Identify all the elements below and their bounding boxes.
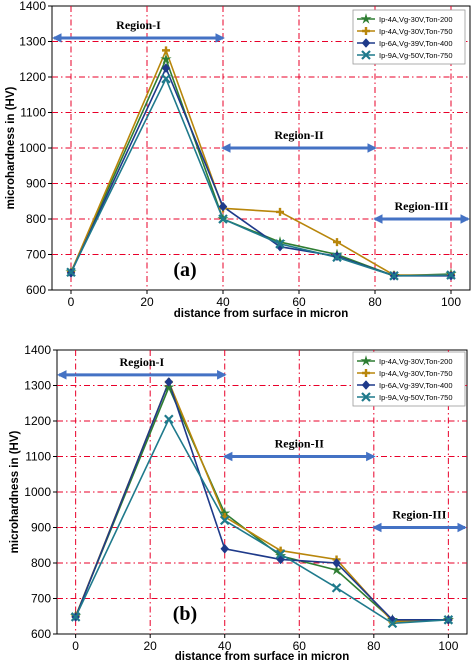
data-point bbox=[70, 612, 81, 622]
y-tick-label: 1100 bbox=[20, 106, 46, 120]
data-point bbox=[160, 53, 172, 65]
x-tick-label: 60 bbox=[293, 639, 307, 653]
x-tick-label: 100 bbox=[438, 639, 458, 653]
legend-marker bbox=[360, 13, 372, 24]
region-label: Region-III bbox=[392, 508, 446, 522]
legend-marker bbox=[362, 369, 370, 377]
data-point bbox=[275, 239, 285, 249]
legend-marker bbox=[361, 50, 371, 60]
legend-label: Ip-4A,Vg-30V,Ton-750 bbox=[379, 27, 453, 36]
legend-label: Ip-9A,Vg-50V,Ton-750 bbox=[379, 393, 453, 402]
chart-b: 0 20 40 60 80 100 600 700 800 900 1000 1100 1200 1300… bbox=[9, 343, 468, 663]
y-tick-label: 900 bbox=[26, 177, 46, 191]
legend-label: Ip-6A,Vg-39V,Ton-400 bbox=[379, 381, 453, 390]
y-tick-label: 1200 bbox=[24, 414, 51, 428]
y-tick-label: 700 bbox=[26, 248, 46, 262]
y-tick-label: 1100 bbox=[25, 450, 51, 464]
data-point bbox=[220, 543, 230, 554]
y-tick-label: 1400 bbox=[24, 343, 51, 357]
x-tick-label: 0 bbox=[68, 295, 75, 309]
x-axis-label: distance from surface in micron bbox=[175, 651, 349, 663]
data-point bbox=[446, 270, 456, 280]
data-point bbox=[443, 615, 454, 625]
y-tick-label: 900 bbox=[31, 521, 51, 535]
x-axis-label: distance from surface in micron bbox=[174, 308, 348, 320]
legend-label: Ip-9A,Vg-50V,Ton-750 bbox=[379, 51, 453, 60]
region-label: Region-I bbox=[116, 18, 161, 32]
data-point bbox=[164, 414, 174, 425]
data-point bbox=[332, 558, 341, 568]
data-point bbox=[331, 583, 342, 593]
panel-label: (a) bbox=[173, 259, 196, 281]
y-tick-label: 1300 bbox=[24, 379, 51, 393]
y-tick-label: 1400 bbox=[19, 0, 46, 13]
legend-marker bbox=[360, 355, 372, 366]
x-tick-label: 0 bbox=[72, 639, 79, 653]
x-tick-label: 20 bbox=[144, 639, 158, 653]
data-point bbox=[389, 271, 399, 281]
x-tick-label: 100 bbox=[441, 295, 461, 309]
x-tick-label: 80 bbox=[367, 639, 381, 653]
data-point bbox=[218, 214, 228, 224]
x-tick-label: 20 bbox=[140, 295, 154, 309]
legend-label: Ip-4A,Vg-30V,Ton-750 bbox=[379, 369, 453, 378]
data-point bbox=[333, 238, 341, 247]
legend-marker bbox=[362, 27, 370, 35]
data-point bbox=[66, 267, 76, 278]
region-label: Region-II bbox=[274, 128, 324, 142]
panel-label: (b) bbox=[173, 603, 197, 625]
data-point bbox=[330, 564, 343, 575]
x-tick-label: 40 bbox=[218, 639, 232, 653]
legend-marker bbox=[361, 392, 371, 402]
y-axis-label: microhardness in (HV) bbox=[9, 430, 21, 553]
data-point bbox=[218, 201, 228, 212]
legend-label: Ip-6A,Vg-39V,Ton-400 bbox=[379, 39, 453, 48]
y-tick-label: 1000 bbox=[24, 485, 51, 499]
y-tick-label: 800 bbox=[26, 212, 46, 226]
x-tick-label: 40 bbox=[216, 295, 230, 309]
legend-label: Ip-4A,Vg-30V,Ton-200 bbox=[379, 357, 453, 366]
legend-marker bbox=[361, 380, 371, 390]
region-label: Region-I bbox=[120, 355, 165, 369]
data-point bbox=[276, 207, 284, 216]
region-label: Region-III bbox=[394, 199, 448, 213]
x-tick-label: 60 bbox=[292, 295, 306, 309]
data-point bbox=[161, 73, 171, 84]
data-point bbox=[387, 618, 398, 629]
y-tick-label: 600 bbox=[26, 283, 46, 297]
y-tick-label: 1200 bbox=[19, 70, 46, 84]
data-point bbox=[275, 549, 286, 559]
data-point bbox=[164, 377, 174, 387]
y-tick-label: 600 bbox=[31, 627, 51, 641]
legend-label: Ip-4A,Vg-30V,Ton-200 bbox=[379, 15, 453, 24]
y-axis-label: microhardness in (HV) bbox=[5, 86, 17, 209]
data-point bbox=[219, 515, 230, 526]
region-label: Region-II bbox=[275, 437, 325, 451]
data-point bbox=[161, 63, 171, 74]
y-tick-label: 1300 bbox=[19, 35, 46, 49]
data-point bbox=[162, 46, 170, 55]
data-point bbox=[332, 252, 342, 263]
x-tick-label: 80 bbox=[368, 295, 382, 309]
y-tick-label: 700 bbox=[31, 592, 51, 606]
y-tick-label: 800 bbox=[31, 556, 51, 570]
y-tick-label: 1000 bbox=[19, 141, 46, 155]
chart-a: 0 20 40 60 80 100 600 700 800 900 1000 1100 1200 1300… bbox=[5, 0, 471, 320]
legend-marker bbox=[361, 38, 371, 48]
